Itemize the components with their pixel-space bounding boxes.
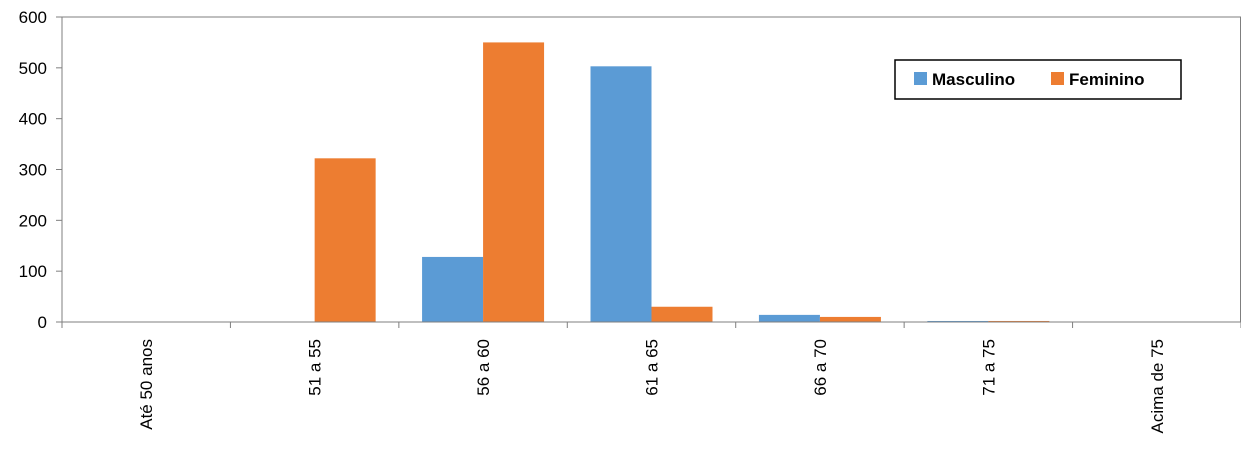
x-category-label-2: 56 a 60 xyxy=(474,339,493,396)
legend: Masculino Feminino xyxy=(894,59,1182,100)
y-tick-label-0: 0 xyxy=(38,313,47,332)
bar-feminino-4 xyxy=(819,316,881,322)
legend-label-masculino: Masculino xyxy=(932,70,1015,89)
y-tick-label-100: 100 xyxy=(19,262,47,281)
x-category-label-3: 61 a 65 xyxy=(643,339,662,396)
y-tick-label-300: 300 xyxy=(19,161,47,180)
bars-group xyxy=(314,42,1050,323)
x-category-label-5: 71 a 75 xyxy=(979,339,998,396)
x-category-label-6: Acima de 75 xyxy=(1148,339,1167,434)
bar-masculino-5 xyxy=(927,320,989,322)
x-category-label-0: Até 50 anos xyxy=(137,339,156,430)
y-tick-label-500: 500 xyxy=(19,59,47,78)
bar-feminino-5 xyxy=(988,320,1050,322)
legend-swatch-masculino xyxy=(914,72,927,85)
y-tick-label-400: 400 xyxy=(19,110,47,129)
y-tick-label-200: 200 xyxy=(19,211,47,230)
y-axis: 0 100 200 300 400 500 600 xyxy=(19,8,63,332)
y-tick-label-600: 600 xyxy=(19,8,47,27)
legend-label-feminino: Feminino xyxy=(1069,70,1145,89)
x-category-label-4: 66 a 70 xyxy=(811,339,830,396)
bar-masculino-2 xyxy=(422,256,484,322)
bar-feminino-3 xyxy=(651,306,713,322)
legend-box xyxy=(894,59,1182,100)
bar-masculino-3 xyxy=(590,66,652,322)
bar-feminino-1 xyxy=(314,158,376,322)
x-axis: Até 50 anos 51 a 55 56 a 60 61 a 65 66 a 70 7… xyxy=(61,321,1241,434)
bar-masculino-4 xyxy=(758,314,820,322)
x-category-label-1: 51 a 55 xyxy=(306,339,325,396)
legend-swatch-feminino xyxy=(1051,72,1064,85)
bar-feminino-2 xyxy=(483,42,545,323)
